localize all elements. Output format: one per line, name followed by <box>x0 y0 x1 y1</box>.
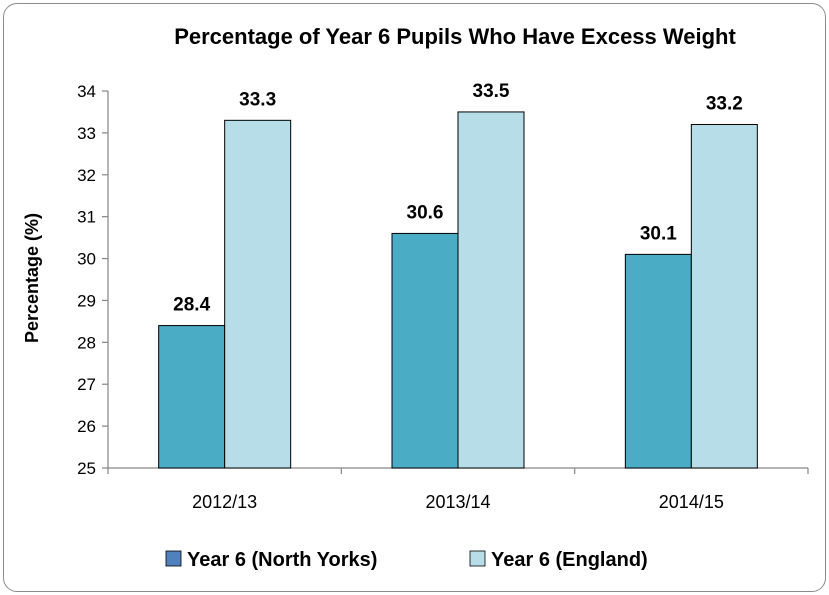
bar <box>391 232 459 469</box>
y-tick-label: 29 <box>77 291 96 310</box>
y-tick-label: 33 <box>77 124 96 143</box>
y-tick-label: 30 <box>77 250 96 269</box>
y-tick-label: 31 <box>77 208 96 227</box>
bar <box>224 119 292 469</box>
data-label: 33.5 <box>473 81 510 102</box>
legend-swatch <box>165 550 182 567</box>
bar <box>158 325 226 469</box>
y-axis-label: Percentage (%) <box>22 213 42 343</box>
data-label: 33.2 <box>706 94 743 115</box>
y-tick-label: 27 <box>77 375 96 394</box>
bar <box>457 111 525 469</box>
data-labels: 28.4 33.3 30.6 33.5 30.1 33.2 <box>173 81 743 316</box>
x-tick-label: 2014/15 <box>659 492 724 512</box>
chart-title: Percentage of Year 6 Pupils Who Have Exc… <box>174 24 736 49</box>
bar <box>690 124 758 469</box>
legend-label: Year 6 (North Yorks) <box>187 549 377 571</box>
legend: Year 6 (North Yorks) Year 6 (England) <box>165 549 648 571</box>
legend-label: Year 6 (England) <box>491 549 648 571</box>
x-tick-label: 2013/14 <box>425 492 490 512</box>
data-label: 33.3 <box>239 89 276 110</box>
y-tick-label: 26 <box>77 417 96 436</box>
bars <box>158 111 758 469</box>
y-tick-label: 34 <box>77 82 96 101</box>
data-label: 30.6 <box>407 202 444 223</box>
x-tick-label: 2012/13 <box>192 492 257 512</box>
y-tick-label: 32 <box>77 166 96 185</box>
y-tick-label: 28 <box>77 333 96 352</box>
data-label: 30.1 <box>640 223 677 244</box>
bar <box>624 253 692 469</box>
data-label: 28.4 <box>173 295 210 316</box>
y-tick-label: 25 <box>77 459 96 478</box>
legend-swatch <box>469 550 486 567</box>
